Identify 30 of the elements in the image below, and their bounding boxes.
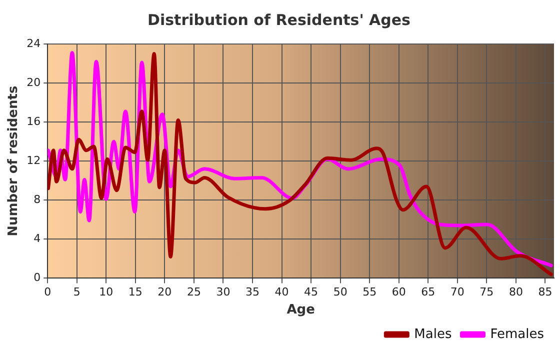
- x-tick-label: 20: [158, 286, 172, 299]
- x-tick-label: 70: [450, 286, 464, 299]
- y-tick-label: 16: [26, 114, 41, 128]
- y-axis-title: Number of residents: [6, 86, 22, 236]
- y-tick-label: 20: [26, 76, 41, 89]
- y-tick-label: 24: [26, 36, 41, 50]
- x-tick-label: 65: [421, 286, 436, 299]
- x-tick-label: 60: [392, 286, 406, 299]
- x-tick-label: 5: [73, 286, 80, 299]
- x-tick-label: 15: [128, 286, 142, 299]
- x-axis-title: Age: [286, 302, 316, 318]
- x-tick-label: 35: [246, 286, 260, 299]
- x-tick-label: 80: [508, 286, 523, 299]
- chart-title: Distribution of Residents' Ages: [148, 10, 411, 29]
- x-tick-label: 30: [216, 286, 230, 299]
- x-tick-label: 0: [44, 286, 52, 299]
- legend-label: Males: [414, 326, 452, 342]
- x-tick-label: 55: [362, 286, 377, 299]
- legend-label: Females: [490, 326, 544, 342]
- y-tick-label: 8: [34, 192, 41, 206]
- y-tick-label: 0: [34, 271, 41, 284]
- x-tick-label: 10: [99, 286, 114, 299]
- x-tick-label: 25: [186, 286, 201, 299]
- y-tick-label: 4: [34, 232, 41, 246]
- y-tick-label: 12: [26, 154, 41, 167]
- x-tick-label: 85: [538, 286, 552, 299]
- x-tick-label: 40: [274, 286, 289, 299]
- x-tick-label: 75: [480, 286, 494, 299]
- x-tick-label: 50: [333, 286, 348, 299]
- x-tick-label: 45: [304, 286, 318, 299]
